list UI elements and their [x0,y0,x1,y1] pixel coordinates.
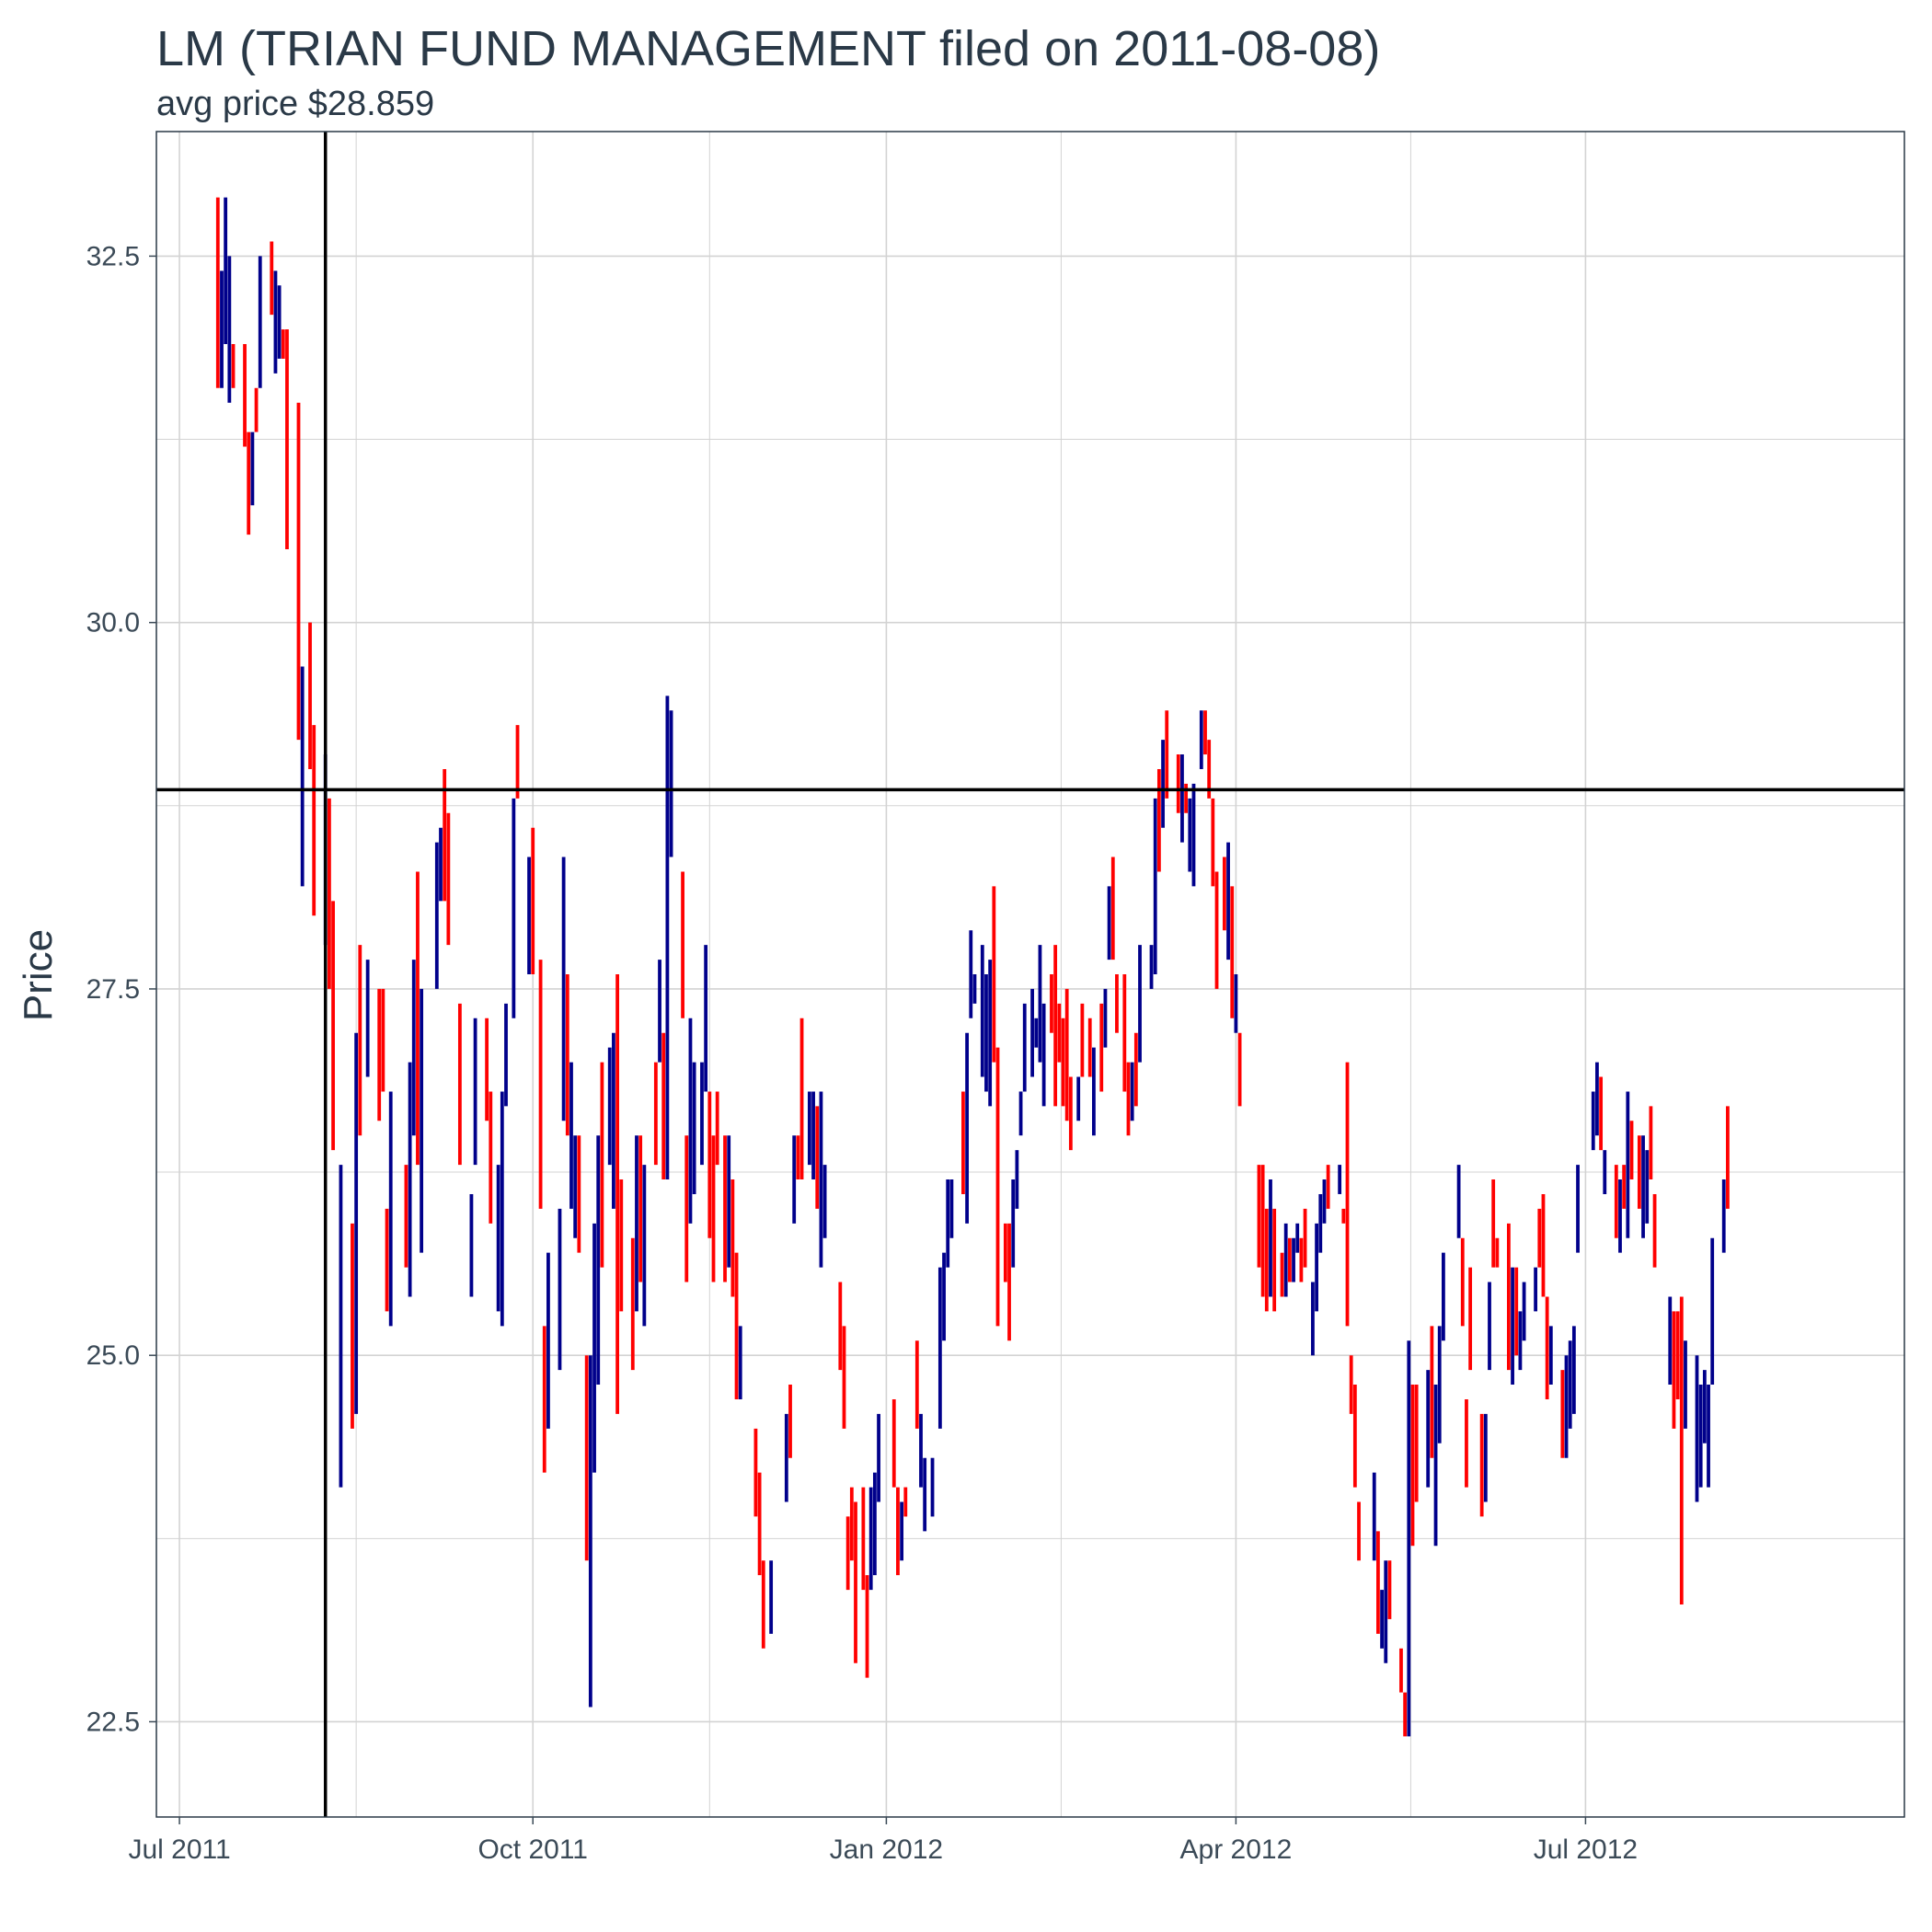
chart-subtitle: avg price $28.859 [156,85,435,123]
y-tick-label: 22.5 [86,1707,140,1737]
y-tick-label: 32.5 [86,241,140,271]
y-tick-label: 30.0 [86,608,140,638]
ohlc-bars [156,132,1904,1817]
x-tick-label: Oct 2011 [477,1834,588,1865]
y-axis-ticks: 22.5 25.0 27.5 30.0 32.5 [86,241,156,1737]
grid-lines [156,132,1904,1817]
y-tick-label: 25.0 [86,1340,140,1371]
chart-title: LM (TRIAN FUND MANAGEMENT filed on 2011-… [156,21,1381,76]
x-tick-label: Jan 2012 [830,1834,943,1865]
x-tick-label: Jul 2011 [128,1834,230,1865]
plot-panel-border [155,131,1905,1818]
x-tick-label: Jul 2012 [1534,1834,1638,1865]
x-tick-label: Apr 2012 [1180,1834,1293,1865]
x-axis-ticks: Jul 2011 Oct 2011 Jan 2012 Apr 2012 Jul 2012 [128,1817,1638,1865]
y-tick-label: 27.5 [86,974,140,1005]
